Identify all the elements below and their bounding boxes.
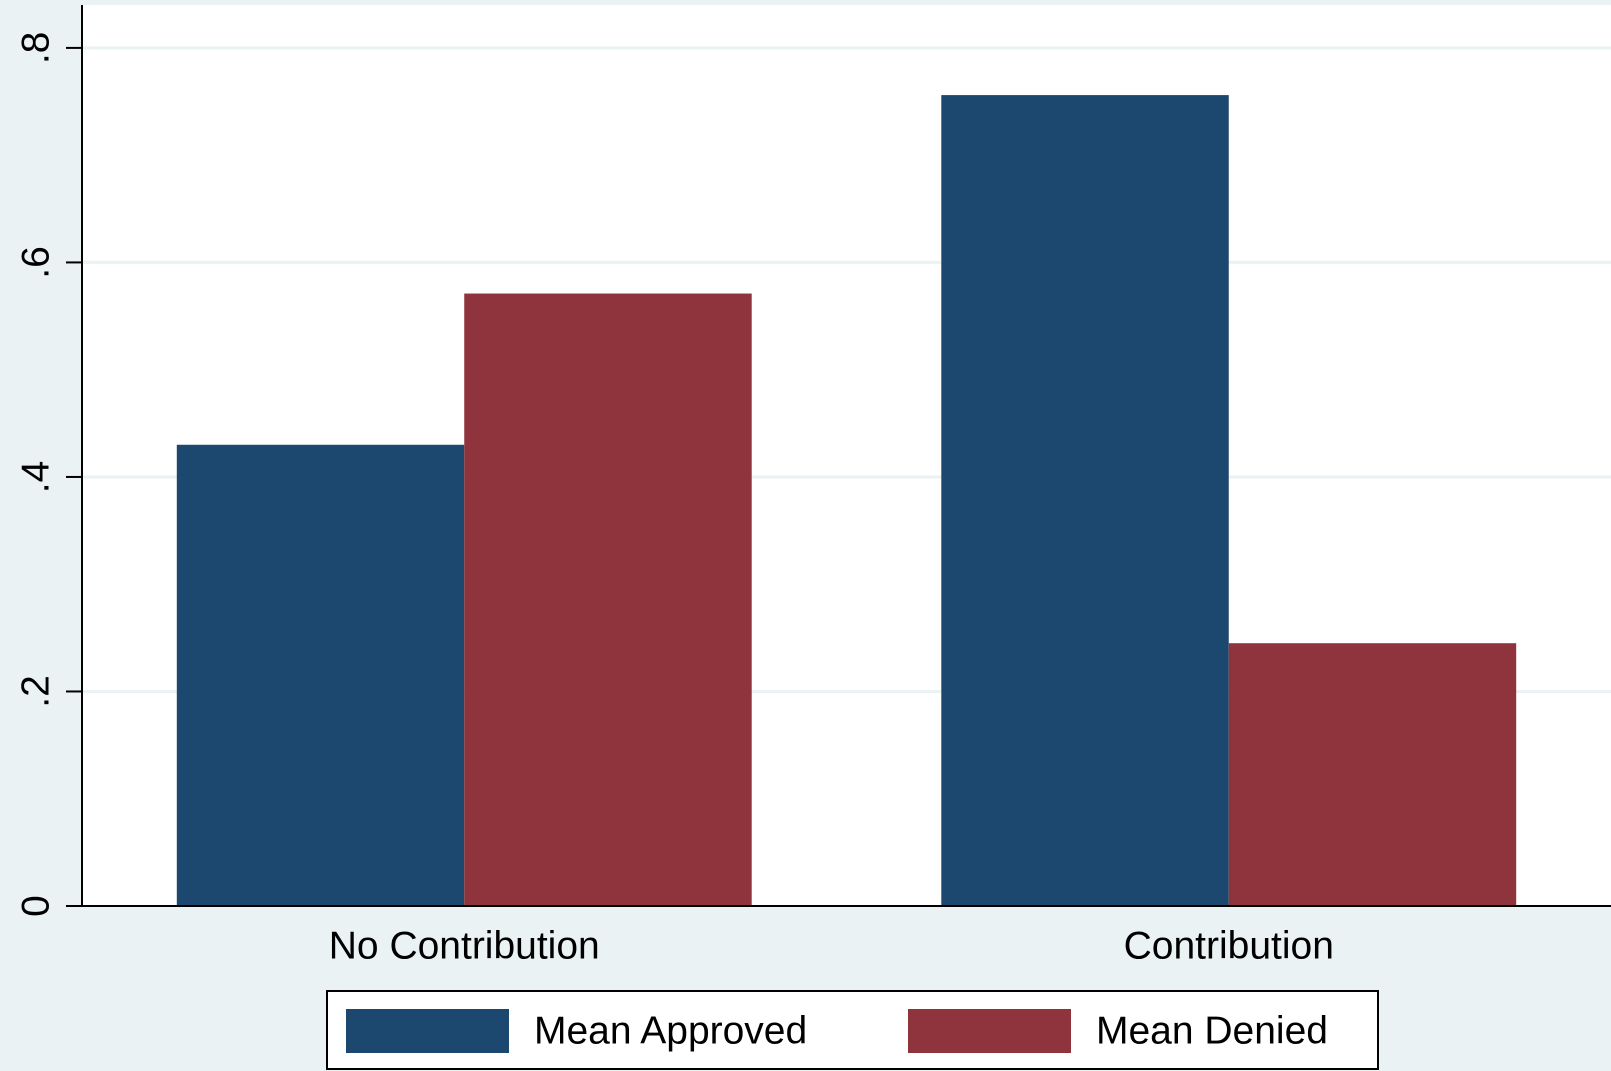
y-tick-label: 0 [14, 895, 57, 917]
y-tick-label: .6 [14, 246, 57, 279]
legend-label: Mean Denied [1096, 1009, 1328, 1052]
y-tick-label: .2 [14, 675, 57, 708]
legend-label: Mean Approved [534, 1009, 807, 1052]
bar [176, 444, 465, 906]
x-tick-label: Contribution [1124, 924, 1334, 967]
legend-swatch [346, 1009, 509, 1053]
bar [941, 95, 1229, 907]
legend-swatch [908, 1009, 1071, 1053]
bar [1228, 643, 1517, 906]
y-tick-label: .4 [14, 461, 57, 494]
bar [464, 293, 752, 906]
x-tick-label: No Contribution [329, 924, 600, 967]
y-tick-label: .8 [14, 32, 57, 65]
